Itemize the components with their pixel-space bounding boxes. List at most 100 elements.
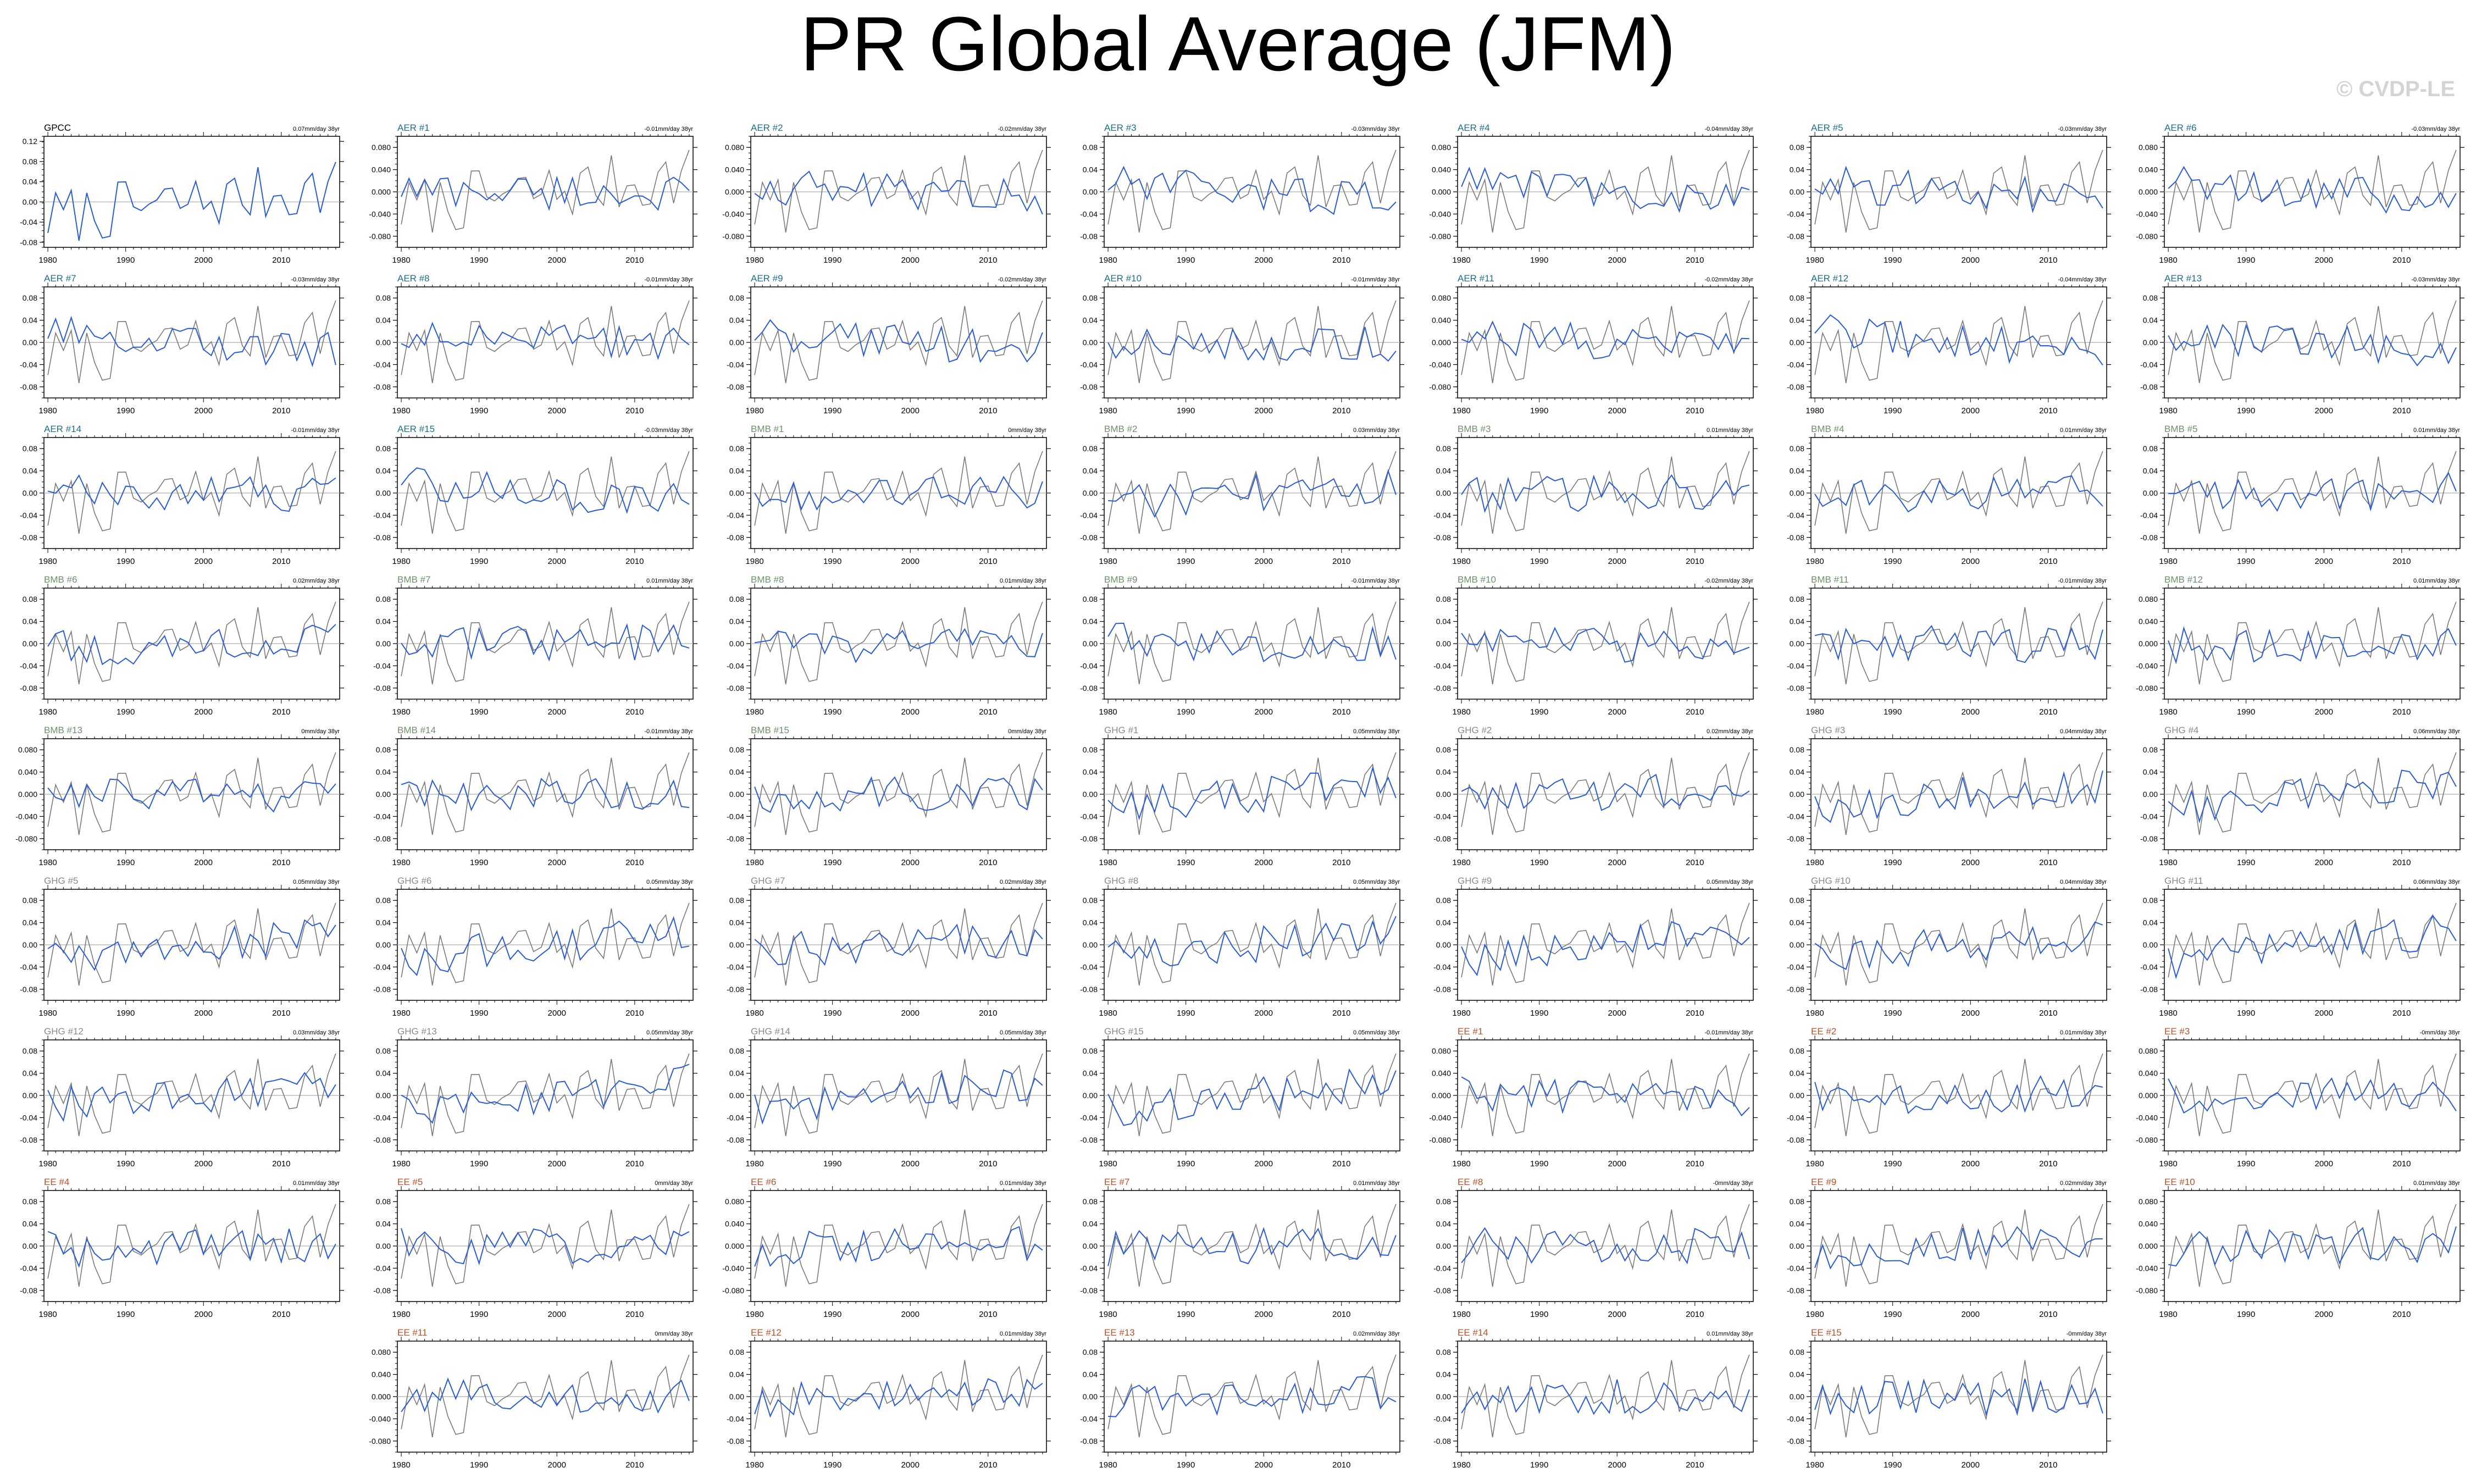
x-tick-label: 1990 — [1530, 707, 1548, 717]
obs-series-line — [754, 752, 1043, 835]
panel-label: GHG #3 — [1811, 725, 1845, 735]
x-tick-label: 1980 — [38, 1009, 57, 1018]
x-tick-label: 1990 — [1530, 406, 1548, 416]
trend-label: -0.01mm/day 38yr — [1351, 276, 1400, 283]
y-tick-label: 0.00 — [1083, 187, 1098, 196]
y-tick-label: -0.08 — [1080, 985, 1098, 994]
x-tick-label: 2000 — [1608, 256, 1626, 265]
x-tick-label: 2010 — [2392, 557, 2411, 566]
x-tick-label: 1980 — [1099, 256, 1117, 265]
obs-series-line — [2168, 451, 2457, 534]
x-tick-label: 1990 — [1177, 557, 1195, 566]
y-tick-label: 0.04 — [1436, 918, 1451, 927]
panel-label: BMB #13 — [44, 725, 82, 735]
x-tick-label: 1990 — [470, 1009, 488, 1018]
x-tick-label: 2010 — [625, 557, 644, 566]
x-tick-label: 2000 — [548, 256, 566, 265]
trend-label: -0.03mm/day 38yr — [291, 276, 340, 283]
y-tick-label: 0.08 — [376, 444, 391, 453]
trend-label: -0.03mm/day 38yr — [644, 427, 693, 434]
y-tick-label: -0.08 — [1433, 533, 1451, 542]
trend-label: 0.06mm/day 38yr — [2413, 728, 2460, 735]
series-line — [1461, 921, 1750, 977]
y-tick-label: -0.04 — [1433, 962, 1451, 971]
y-tick-label: 0.00 — [1790, 338, 1804, 347]
obs-series-line — [401, 752, 690, 835]
y-tick-label: 0.00 — [1436, 639, 1451, 648]
panel-ghg-10: GHG #10 0.04mm/day 38yr 0.08 0.04 0.00 -0.04 -… — [1787, 876, 2111, 1018]
x-tick-label: 1980 — [1805, 406, 1824, 416]
x-tick-label: 2010 — [272, 557, 290, 566]
y-tick-label: -0.04 — [20, 360, 37, 369]
y-tick-label: 0.08 — [1790, 745, 1804, 754]
y-tick-label: -0.04 — [1433, 812, 1451, 821]
obs-series-line — [1107, 752, 1397, 835]
y-tick-label: 0.08 — [376, 896, 391, 905]
obs-series-line — [1814, 601, 2103, 685]
y-tick-label: 0.00 — [2143, 489, 2158, 497]
y-tick-label: 0.04 — [729, 918, 744, 927]
panel-label: GHG #7 — [751, 876, 785, 886]
x-tick-label: 2000 — [1962, 256, 1980, 265]
series-line — [2168, 769, 2457, 824]
x-tick-label: 2000 — [548, 557, 566, 566]
obs-series-line — [1814, 300, 2103, 384]
y-tick-label: 0.00 — [1083, 940, 1098, 949]
panel-label: AER #9 — [751, 273, 783, 284]
panel-label: GHG #8 — [1104, 876, 1138, 886]
trend-label: -0.04mm/day 38yr — [2058, 276, 2107, 283]
x-tick-label: 2000 — [901, 557, 920, 566]
series-line — [401, 778, 690, 812]
trend-label: -0.02mm/day 38yr — [1704, 276, 1753, 283]
x-tick-label: 2000 — [548, 707, 566, 717]
obs-series-line — [47, 601, 336, 685]
panel-label: GPCC — [44, 123, 71, 133]
x-tick-label: 2010 — [272, 858, 290, 867]
panel-bmb-14: BMB #14 -0.01mm/day 38yr 0.08 0.04 0.00 -0.04… — [373, 725, 697, 867]
y-tick-label: 0.08 — [729, 896, 744, 905]
trend-label: -0.01mm/day 38yr — [1351, 578, 1400, 584]
x-tick-label: 2010 — [625, 406, 644, 416]
x-tick-label: 2010 — [2039, 406, 2057, 416]
obs-series-line — [2168, 149, 2457, 233]
obs-series-line — [401, 601, 690, 685]
x-tick-label: 2010 — [1686, 256, 1704, 265]
y-tick-label: 0.04 — [23, 316, 37, 325]
x-tick-label: 1990 — [1177, 406, 1195, 416]
x-tick-label: 2000 — [2315, 406, 2333, 416]
x-tick-label: 2010 — [2392, 707, 2411, 717]
series-line — [1814, 624, 2103, 663]
x-tick-label: 1990 — [1177, 256, 1195, 265]
obs-series-line — [1107, 149, 1397, 233]
y-tick-label: -0.04 — [727, 511, 744, 519]
x-tick-label: 2000 — [2315, 707, 2333, 717]
y-tick-label: -0.08 — [1080, 533, 1098, 542]
trend-label: 0.02mm/day 38yr — [1707, 728, 1753, 735]
series-line — [47, 778, 336, 813]
trend-label: 0.05mm/day 38yr — [646, 879, 693, 885]
x-tick-label: 1980 — [392, 406, 410, 416]
series-line — [1107, 916, 1397, 967]
trend-label: 0.01mm/day 38yr — [646, 578, 693, 584]
x-tick-label: 1990 — [2237, 707, 2255, 717]
x-tick-label: 2010 — [1332, 557, 1350, 566]
obs-series-line — [1461, 601, 1750, 685]
x-tick-label: 2010 — [1686, 1009, 1704, 1018]
x-tick-label: 1980 — [392, 256, 410, 265]
y-tick-label: -0.08 — [373, 834, 391, 843]
x-tick-label: 1980 — [2159, 707, 2177, 717]
series-line — [47, 919, 336, 971]
trend-label: 0.05mm/day 38yr — [293, 879, 340, 885]
y-tick-label: -0.04 — [1433, 661, 1451, 670]
y-tick-label: 0.04 — [376, 316, 391, 325]
y-tick-label: 0.04 — [376, 768, 391, 777]
x-tick-label: 2010 — [1686, 858, 1704, 867]
x-tick-label: 2010 — [1332, 707, 1350, 717]
x-tick-label: 1990 — [2237, 557, 2255, 566]
x-tick-label: 1980 — [745, 406, 763, 416]
panel-label: AER #11 — [1458, 273, 1494, 284]
y-tick-label: -0.08 — [1787, 834, 1804, 843]
y-tick-label: -0.08 — [1080, 834, 1098, 843]
x-tick-label: 2000 — [1962, 557, 1980, 566]
panel-bmb-9: BMB #9 -0.01mm/day 38yr 0.08 0.04 0.00 -0.04 -… — [1080, 574, 1404, 717]
